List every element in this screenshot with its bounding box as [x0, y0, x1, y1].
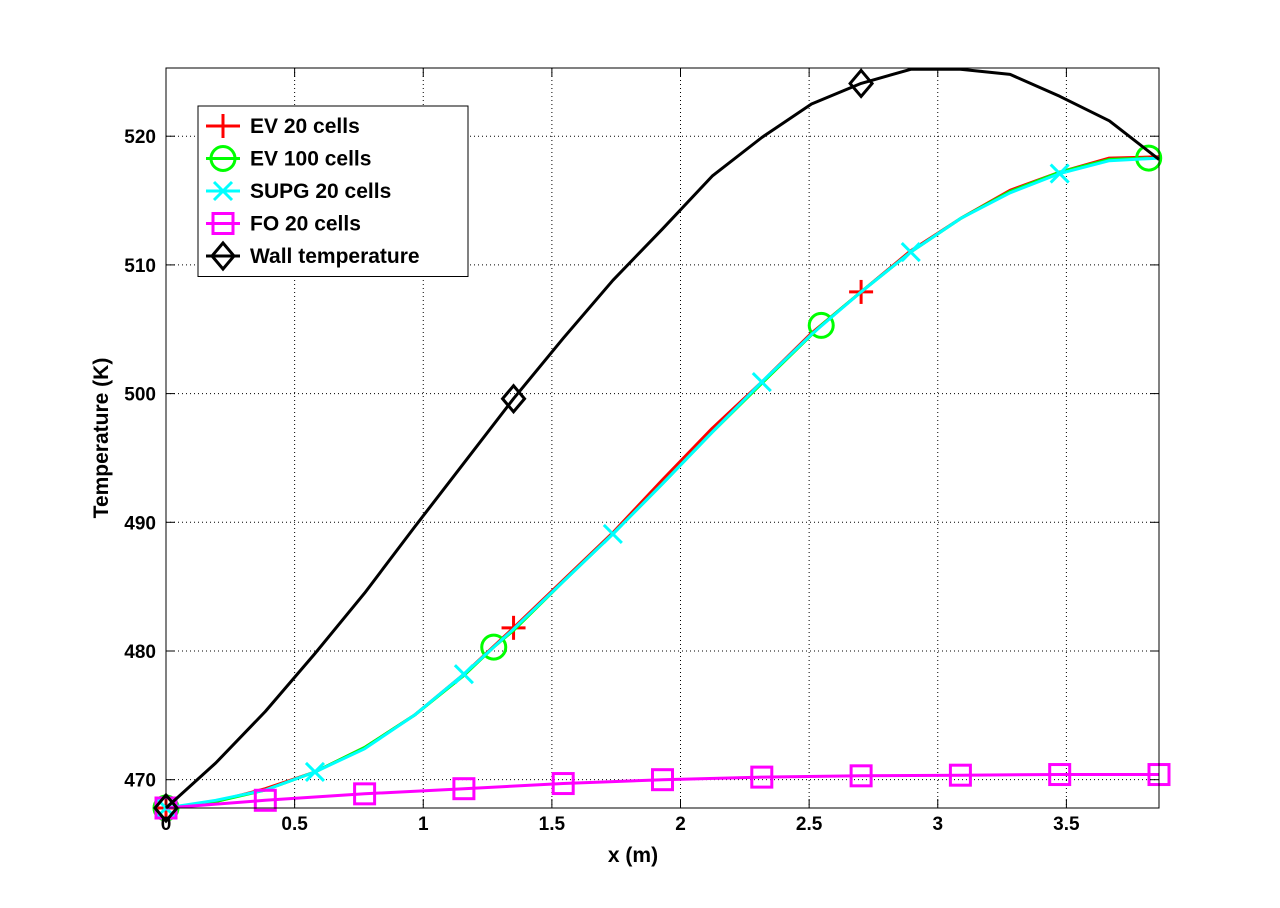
y-tick-label: 490 [124, 513, 156, 534]
y-tick-label: 510 [124, 256, 156, 277]
supg-20-cells-marker [304, 761, 326, 783]
fo-20-cells-marker [253, 788, 277, 812]
legend-item-ev-100-cells: EV 100 cells [206, 145, 371, 172]
fo-20-cells-marker [353, 782, 377, 806]
legend-item-ev-20-cells: EV 20 cells [206, 114, 360, 138]
wall-temperature-marker [848, 68, 875, 99]
ev-100-cells-marker [480, 633, 508, 661]
fo-20-cells-marker [750, 765, 774, 789]
series-fo-20-cells [154, 763, 1171, 820]
supg-20-cells-marker [602, 523, 623, 544]
legend: EV 20 cells EV 100 cells SUPG 20 cells FO 2… [197, 105, 469, 277]
legend-swatch-marker [212, 180, 234, 202]
supg-20-cells-marker [900, 241, 921, 263]
plot-frame [165, 67, 1160, 809]
legend-swatch-marker [211, 114, 235, 138]
legend-label: Wall temperature [250, 245, 420, 268]
x-tick-label: 3.5 [1053, 814, 1080, 835]
legend-item-supg-20-cells: SUPG 20 cells [206, 180, 391, 203]
wall-temperature-marker [500, 383, 527, 415]
supg-20-cells-marker-b [1049, 163, 1070, 184]
wall-temperature-marker [153, 792, 179, 824]
x-axis-label: x (m) [608, 844, 658, 867]
y-tick-label: 480 [124, 642, 156, 663]
legend-label: FO 20 cells [250, 213, 361, 236]
legend-swatch-marker-b [212, 180, 234, 202]
supg-20-cells-marker [751, 371, 772, 393]
y-tick-label: 520 [124, 127, 156, 148]
fo-20-cells-marker [948, 763, 972, 787]
y-tick-label: 500 [124, 385, 156, 406]
legend-box [197, 105, 469, 277]
supg-20-cells-marker [453, 664, 474, 685]
y-axis-label: Temperature (K) [90, 358, 113, 519]
legend-label: EV 20 cells [250, 115, 360, 138]
supg-20-cells-marker-b [453, 664, 474, 685]
legend-swatch-marker [211, 212, 235, 235]
supg-20-cells-marker-b [900, 241, 921, 263]
x-tick-label: 3 [932, 814, 943, 835]
x-tick-label: 2 [675, 814, 686, 835]
wall-temperature-line [164, 67, 1160, 810]
fo-20-cells-marker [1048, 763, 1072, 787]
ev-100-cells-marker [807, 311, 835, 339]
x-tick-label: 0.5 [281, 814, 308, 835]
fo-20-cells-marker [651, 768, 674, 792]
legend-swatch-marker [210, 240, 236, 272]
legend-swatch-marker [209, 145, 237, 172]
supg-20-cells-marker-b [602, 523, 623, 544]
fo-20-cells-marker [849, 764, 873, 788]
supg-20-cells-marker-b [751, 371, 772, 393]
fo-20-cells-marker [452, 777, 476, 801]
axis-labels: x (m) Temperature (K) [90, 358, 658, 867]
y-tick-label: 470 [124, 771, 156, 792]
supg-20-cells-line [165, 156, 1160, 810]
x-tick-label: 1.5 [539, 814, 566, 835]
series-wall-temperature [153, 67, 1160, 824]
fo-20-cells-line [165, 773, 1159, 810]
x-tick-label: 2.5 [796, 814, 823, 835]
x-tick-label: 0 [161, 814, 172, 835]
ticks: 0 0.5 1 1.5 2 2.5 3 3.5 470 480 490 500 510 520 [124, 68, 1159, 835]
legend-item-fo-20-cells: FO 20 cells [206, 212, 361, 236]
legend-label: EV 100 cells [250, 148, 371, 171]
legend-item-wall-temperature: Wall temperature [206, 240, 420, 272]
fo-20-cells-marker [551, 772, 575, 796]
supg-20-cells-marker [1049, 163, 1070, 184]
x-tick-label: 1 [418, 814, 429, 835]
legend-label: SUPG 20 cells [250, 180, 391, 203]
supg-20-cells-marker-b [304, 761, 326, 783]
